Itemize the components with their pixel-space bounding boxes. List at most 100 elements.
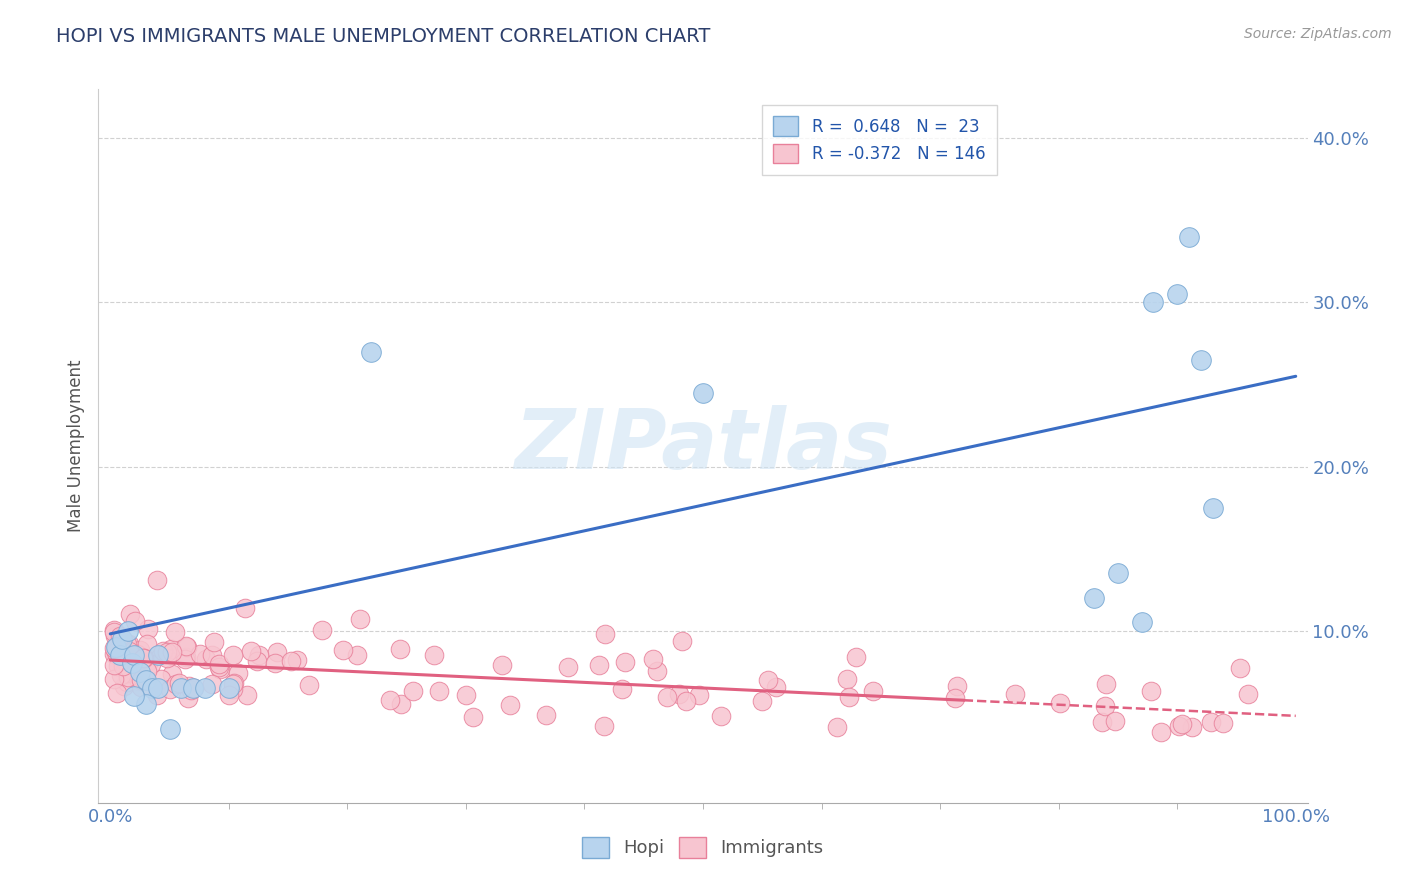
Point bbox=[128, 673, 150, 688]
Point bbox=[201, 677, 224, 691]
Point bbox=[152, 643, 174, 657]
Point bbox=[136, 665, 159, 679]
Point bbox=[1049, 696, 1071, 710]
Point bbox=[129, 673, 152, 688]
Point bbox=[264, 657, 287, 671]
Point bbox=[148, 648, 170, 662]
Point bbox=[135, 673, 157, 687]
Point bbox=[280, 654, 302, 668]
Point bbox=[1181, 721, 1204, 735]
Point bbox=[427, 683, 450, 698]
Point bbox=[104, 645, 127, 659]
Point bbox=[692, 385, 714, 400]
Point bbox=[110, 631, 132, 645]
Point bbox=[239, 644, 262, 658]
Point bbox=[145, 573, 167, 587]
Point bbox=[943, 691, 966, 706]
Point bbox=[160, 642, 183, 657]
Point bbox=[534, 708, 557, 723]
Point bbox=[360, 344, 382, 359]
Point bbox=[159, 722, 181, 736]
Point bbox=[233, 601, 256, 615]
Point bbox=[149, 672, 172, 686]
Point bbox=[346, 648, 368, 662]
Text: Source: ZipAtlas.com: Source: ZipAtlas.com bbox=[1244, 27, 1392, 41]
Point bbox=[389, 697, 412, 711]
Point bbox=[104, 648, 127, 662]
Point bbox=[668, 687, 690, 701]
Point bbox=[1212, 715, 1234, 730]
Point bbox=[202, 635, 225, 649]
Point bbox=[105, 640, 128, 654]
Point bbox=[1166, 287, 1188, 301]
Point bbox=[107, 658, 129, 673]
Point bbox=[236, 688, 259, 702]
Point bbox=[1104, 714, 1126, 729]
Point bbox=[1171, 717, 1194, 731]
Point bbox=[190, 647, 212, 661]
Point bbox=[108, 648, 131, 662]
Y-axis label: Male Unemployment: Male Unemployment bbox=[66, 359, 84, 533]
Point bbox=[122, 689, 145, 703]
Point bbox=[181, 681, 204, 695]
Point bbox=[222, 681, 245, 696]
Point bbox=[177, 691, 200, 706]
Point bbox=[1199, 714, 1222, 729]
Point bbox=[117, 624, 139, 638]
Point bbox=[647, 664, 669, 678]
Point bbox=[218, 688, 240, 702]
Point bbox=[593, 627, 616, 641]
Point bbox=[454, 688, 477, 702]
Point bbox=[103, 658, 125, 673]
Point bbox=[160, 666, 183, 681]
Point bbox=[177, 680, 200, 694]
Point bbox=[105, 640, 128, 654]
Point bbox=[135, 698, 157, 712]
Point bbox=[285, 653, 308, 667]
Point bbox=[1178, 230, 1201, 244]
Point bbox=[114, 649, 136, 664]
Point bbox=[129, 665, 152, 679]
Point bbox=[136, 622, 159, 636]
Point bbox=[1229, 661, 1251, 675]
Point bbox=[401, 684, 423, 698]
Point bbox=[122, 648, 145, 662]
Point bbox=[120, 607, 142, 622]
Point bbox=[141, 681, 163, 695]
Point bbox=[1107, 566, 1129, 581]
Point bbox=[118, 637, 141, 651]
Point bbox=[224, 676, 246, 690]
Point bbox=[110, 635, 132, 649]
Point bbox=[124, 615, 146, 629]
Point bbox=[491, 657, 513, 672]
Point bbox=[593, 719, 616, 733]
Point bbox=[332, 643, 354, 657]
Point bbox=[1189, 352, 1212, 367]
Point bbox=[180, 683, 202, 698]
Point bbox=[298, 678, 321, 692]
Point bbox=[146, 681, 169, 695]
Text: HOPI VS IMMIGRANTS MALE UNEMPLOYMENT CORRELATION CHART: HOPI VS IMMIGRANTS MALE UNEMPLOYMENT COR… bbox=[56, 27, 710, 45]
Point bbox=[1140, 684, 1163, 698]
Point bbox=[156, 650, 179, 665]
Legend: Hopi, Immigrants: Hopi, Immigrants bbox=[575, 830, 831, 865]
Point bbox=[105, 686, 128, 700]
Point bbox=[118, 643, 141, 657]
Point bbox=[117, 670, 139, 684]
Point bbox=[129, 680, 152, 694]
Point bbox=[765, 681, 787, 695]
Point bbox=[112, 679, 135, 693]
Point bbox=[176, 640, 198, 654]
Point bbox=[208, 657, 231, 671]
Point bbox=[1130, 615, 1153, 630]
Point bbox=[159, 682, 181, 697]
Point bbox=[121, 657, 143, 671]
Point bbox=[835, 672, 858, 686]
Point bbox=[825, 720, 848, 734]
Point bbox=[194, 652, 217, 666]
Point bbox=[173, 651, 195, 665]
Point bbox=[845, 650, 868, 665]
Point bbox=[1202, 500, 1225, 515]
Point bbox=[557, 660, 579, 674]
Point bbox=[675, 694, 697, 708]
